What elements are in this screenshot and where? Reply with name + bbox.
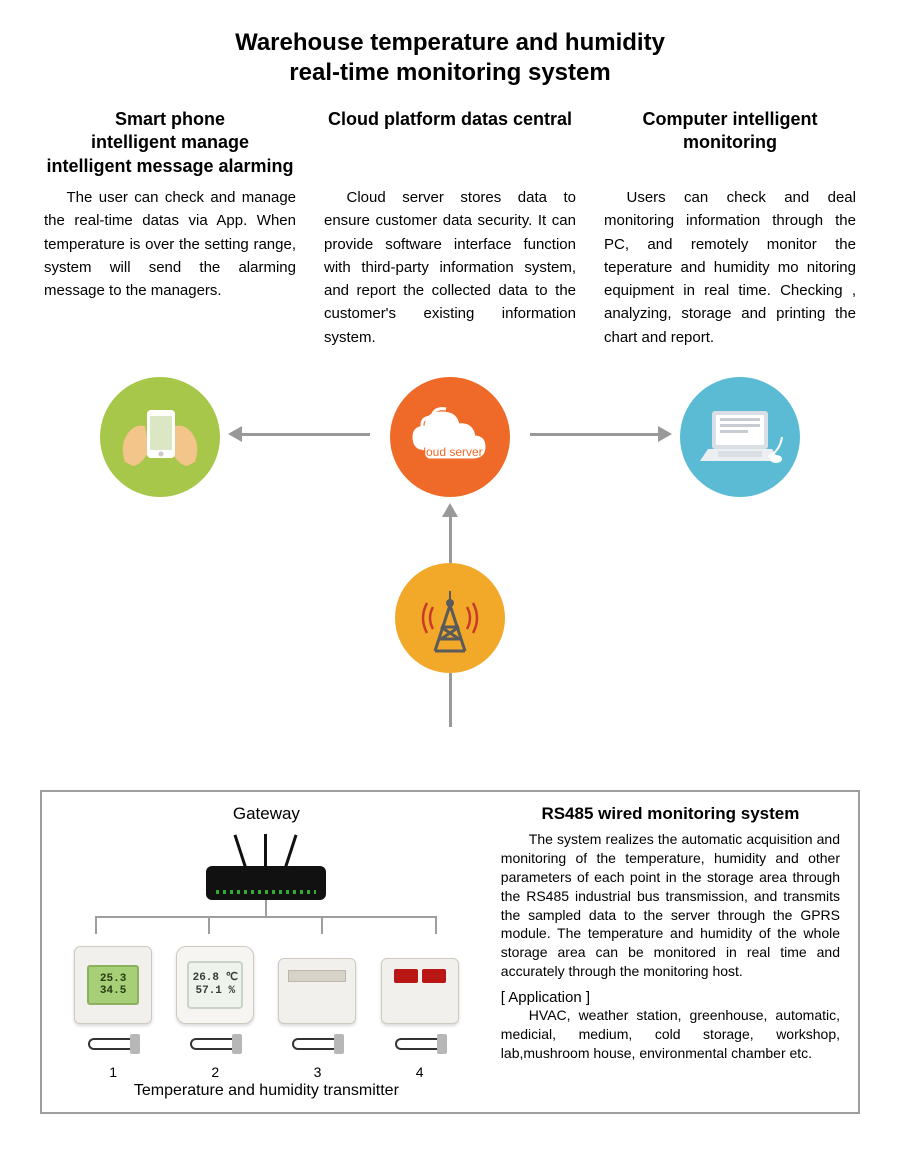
arrow-down bbox=[449, 673, 452, 727]
bottom-box: Gateway 25.3 34.5 bbox=[40, 790, 860, 1114]
dev1-line2: 34.5 bbox=[100, 985, 126, 997]
arrow-left-head bbox=[228, 426, 242, 442]
col-pc-body: Users can check and deal monitoring info… bbox=[600, 182, 860, 349]
probe-4-icon bbox=[395, 1028, 445, 1058]
dev-num-1: 1 bbox=[109, 1064, 117, 1080]
title-line1: Warehouse temperature and humidity bbox=[235, 29, 665, 56]
device-4: 4 bbox=[375, 958, 465, 1080]
device-3: 3 bbox=[272, 958, 362, 1080]
bottom-right: RS485 wired monitoring system The system… bbox=[491, 792, 858, 1112]
arrow-left bbox=[240, 433, 370, 436]
col-cloud: Cloud platform datas central Cloud serve… bbox=[320, 108, 580, 349]
rs485-para: The system realizes the automatic acquis… bbox=[501, 830, 840, 981]
device-1: 25.3 34.5 1 bbox=[68, 946, 158, 1080]
dev2-line2: 57.1 % bbox=[195, 985, 235, 998]
dev-num-3: 3 bbox=[314, 1064, 322, 1080]
title-line2: real-time monitoring system bbox=[289, 59, 610, 86]
col-cloud-body: Cloud server stores data to ensure custo… bbox=[320, 182, 580, 349]
col-pc: Computer intelligent monitoring Users ca… bbox=[600, 108, 860, 349]
col-pc-heading: Computer intelligent monitoring bbox=[600, 108, 860, 182]
phone-icon bbox=[100, 377, 220, 497]
arrow-right-head bbox=[658, 426, 672, 442]
tower-icon bbox=[395, 563, 505, 673]
cloud-label: cloud server bbox=[390, 445, 510, 459]
arrow-right bbox=[530, 433, 660, 436]
laptop-icon bbox=[680, 377, 800, 497]
dev-num-4: 4 bbox=[416, 1064, 424, 1080]
devices-row: 25.3 34.5 1 26.8 ℃ 57.1 % 2 bbox=[52, 940, 481, 1080]
col-cloud-heading: Cloud platform datas central bbox=[320, 108, 580, 182]
connection-tree bbox=[72, 900, 461, 940]
router-icon bbox=[201, 830, 331, 900]
dev1-line1: 25.3 bbox=[100, 973, 126, 985]
probe-2-icon bbox=[190, 1028, 240, 1058]
cloud-icon: cloud server bbox=[390, 377, 510, 497]
rs485-title: RS485 wired monitoring system bbox=[501, 804, 840, 824]
probe-1-icon bbox=[88, 1028, 138, 1058]
main-title: Warehouse temperature and humidity real-… bbox=[0, 0, 900, 88]
gateway-label: Gateway bbox=[52, 804, 481, 824]
probe-3-icon bbox=[292, 1028, 342, 1058]
application-body: HVAC, weather station, greenhouse, autom… bbox=[501, 1006, 840, 1063]
icon-row: cloud server bbox=[0, 367, 900, 507]
columns-row: Smart phone intelligent manage intellige… bbox=[0, 88, 900, 349]
arrow-up bbox=[449, 507, 452, 563]
col-phone-body: The user can check and manage the real-t… bbox=[40, 182, 300, 302]
device-2: 26.8 ℃ 57.1 % 2 bbox=[170, 946, 260, 1080]
dev2-line1: 26.8 ℃ bbox=[193, 972, 238, 985]
transmitter-label: Temperature and humidity transmitter bbox=[52, 1082, 481, 1100]
bottom-left: Gateway 25.3 34.5 bbox=[42, 792, 491, 1112]
dev-num-2: 2 bbox=[211, 1064, 219, 1080]
col-phone-heading: Smart phone intelligent manage intellige… bbox=[40, 108, 300, 182]
vertical-section bbox=[0, 507, 900, 727]
col-phone: Smart phone intelligent manage intellige… bbox=[40, 108, 300, 349]
application-label: [ Application ] bbox=[501, 989, 840, 1006]
